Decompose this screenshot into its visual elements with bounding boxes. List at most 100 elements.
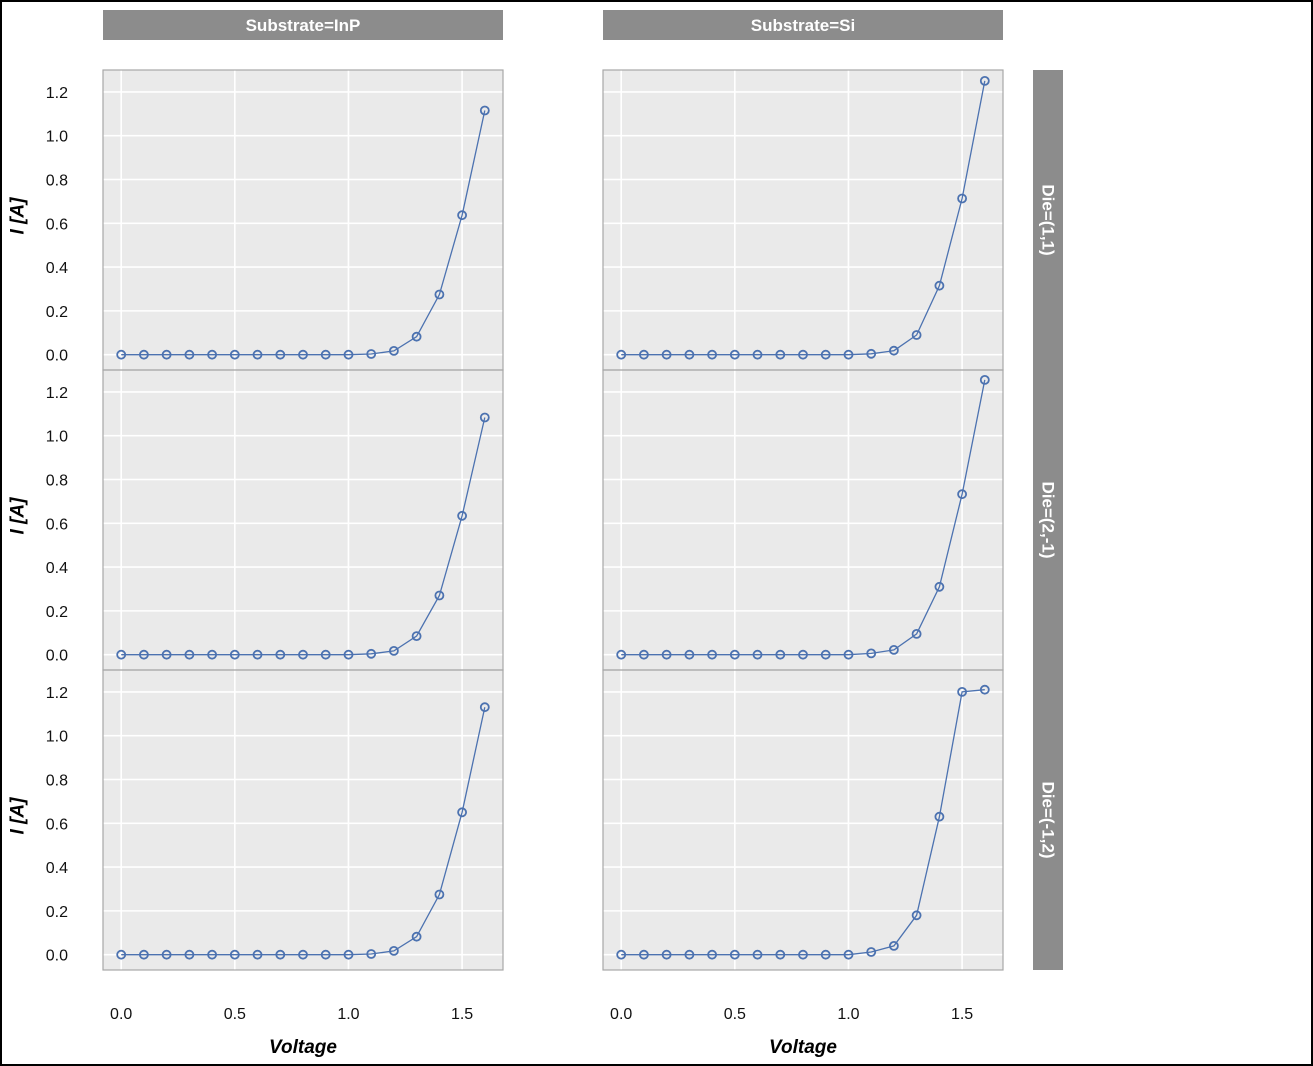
column-strip-label: Substrate=Si [751,16,855,35]
data-point [934,280,945,291]
data-point [957,489,967,500]
data-point [639,649,649,660]
y-tick-label: 1.2 [46,685,68,702]
y-axis-title: I [A] [8,797,29,835]
row-strip-label: Die=(1,1) [1039,184,1058,255]
data-point [979,374,990,385]
data-point [707,349,717,360]
panel-border [602,669,1004,971]
data-point [366,648,377,659]
y-tick-label: 0.0 [46,348,68,365]
panel-border [102,669,504,971]
data-point [775,949,786,960]
data-point [116,349,127,360]
y-tick-label: 0.4 [46,860,68,877]
y-tick-label: 1.2 [46,385,68,402]
data-point [798,649,808,660]
data-point [252,649,263,660]
data-point [729,649,740,660]
x-axis-title: Voltage [269,1037,337,1058]
data-point [979,76,990,86]
data-point [820,349,831,360]
data-point [889,345,899,356]
data-point [252,949,263,960]
x-axis-title: Voltage [769,1037,837,1058]
column-strip-label: Substrate=InP [246,16,361,35]
data-point [343,649,354,660]
data-point [320,949,331,960]
series-line [621,379,986,656]
panel-background [103,370,503,670]
y-tick-label: 0.0 [46,948,68,965]
data-point [207,949,218,960]
x-tick-label: 0.5 [224,1006,246,1023]
data-point [252,349,263,360]
data-point [889,941,899,951]
y-tick-label: 0.6 [46,516,68,533]
data-point [707,949,717,960]
data-point [161,649,172,660]
panel-background [103,70,503,370]
data-point [820,649,831,660]
data-point [138,949,149,960]
data-point [820,949,831,960]
y-tick-label: 0.6 [46,216,68,233]
y-tick-label: 1.2 [46,85,68,102]
data-point [275,949,286,960]
data-point [843,949,854,960]
data-point [639,349,649,360]
y-tick-label: 0.2 [46,304,68,321]
data-point [366,949,377,959]
data-point [138,649,149,660]
data-point [434,889,445,900]
row-strip [1033,70,1063,970]
data-point [457,210,468,221]
data-point [184,649,195,660]
data-point [752,649,763,660]
data-point [343,949,354,960]
data-point [320,649,331,660]
data-point [616,949,627,960]
data-point [229,949,240,960]
data-point [161,949,172,960]
panel-background [603,370,1003,670]
x-tick-label: 1.5 [951,1006,973,1023]
data-point [343,349,354,360]
data-point [616,349,627,360]
data-point [298,349,308,360]
y-tick-label: 0.2 [46,604,68,621]
data-point [798,949,808,960]
row-strip-label: Die=(2,-1) [1039,482,1058,559]
data-point [661,949,672,960]
x-tick-label: 1.0 [337,1006,359,1023]
y-axis-title: I [A] [8,197,29,235]
data-point [275,349,286,360]
data-point [911,330,922,340]
data-point [775,649,786,660]
data-point [116,949,127,960]
data-point [388,946,399,956]
data-point [434,289,445,300]
y-tick-label: 1.0 [46,429,68,446]
series-line [121,110,486,356]
data-point [729,349,740,360]
data-point [616,649,627,660]
data-point [161,349,172,360]
data-point [934,581,945,592]
data-point [184,949,195,960]
y-tick-label: 0.8 [46,772,68,789]
y-tick-label: 1.0 [46,729,68,746]
x-tick-label: 0.0 [610,1006,632,1023]
panel-background [103,670,503,970]
data-point [411,631,422,641]
data-point [866,947,877,957]
data-point [661,649,672,660]
data-point [957,193,967,204]
data-point [707,649,717,660]
y-tick-label: 0.4 [46,560,68,577]
data-point [957,687,967,697]
x-tick-label: 1.5 [451,1006,473,1023]
data-point [138,349,149,360]
data-point [639,949,649,960]
